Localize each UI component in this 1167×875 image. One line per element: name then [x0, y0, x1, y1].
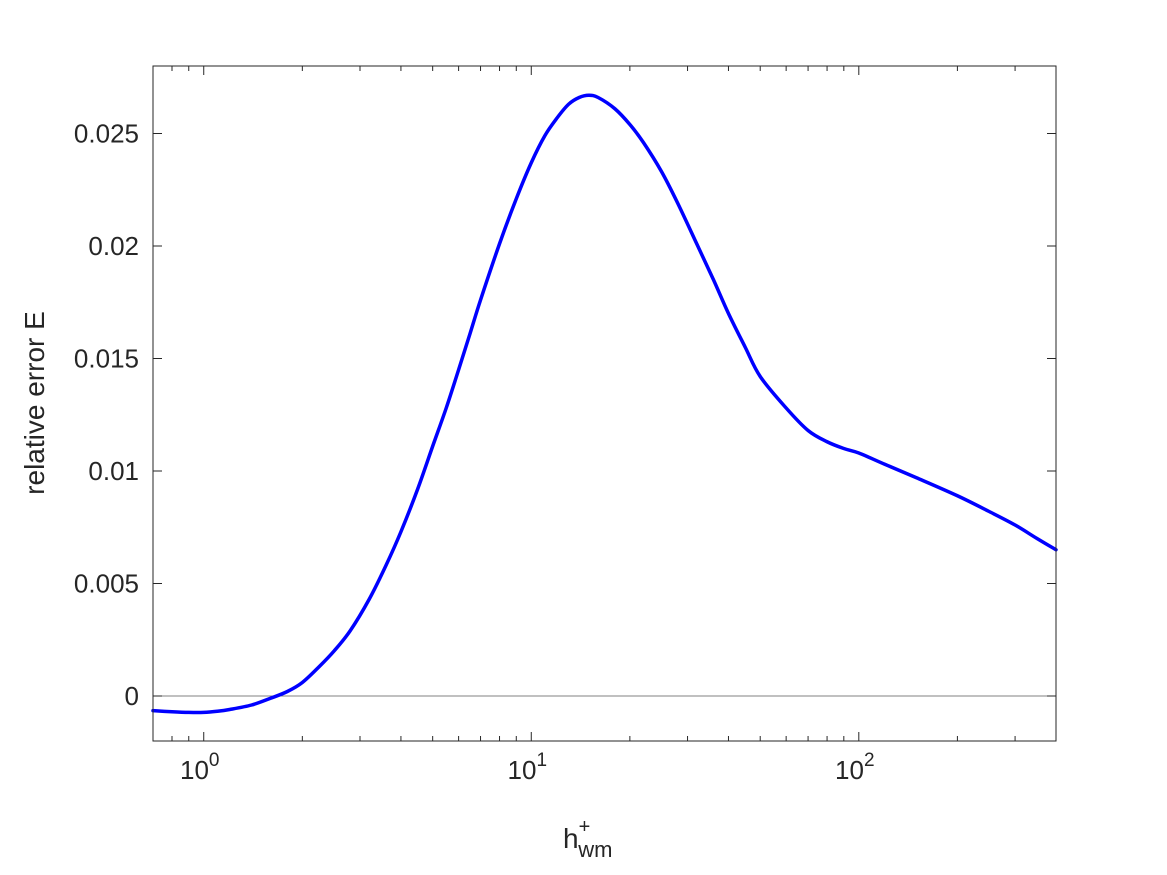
x-axis-label-base: h	[563, 823, 579, 854]
y-tick-label: 0.005	[74, 569, 139, 599]
y-tick-label: 0	[125, 681, 139, 711]
y-tick-label: 0.015	[74, 344, 139, 374]
x-tick-label: 101	[508, 750, 548, 785]
plot-area	[153, 66, 1056, 741]
x-tick-label: 102	[835, 750, 875, 785]
axis-ticks	[152, 66, 1057, 741]
x-axis-label-superscript: +	[579, 816, 591, 838]
y-tick-label: 0.01	[88, 456, 139, 486]
relative-error-curve	[151, 93, 1058, 715]
y-tick-labels: 0 0.005 0.01 0.015 0.02 0.025	[74, 119, 139, 712]
x-axis-label-subscript: wm	[577, 837, 612, 862]
x-tick-labels: 100 101 102	[180, 750, 875, 785]
x-axis-label: h+ wm	[563, 816, 612, 862]
y-tick-label: 0.02	[88, 231, 139, 261]
y-tick-label: 0.025	[74, 119, 139, 149]
x-tick-label: 100	[180, 750, 220, 785]
plot-frame	[152, 65, 1057, 742]
y-axis-label: relative error E	[19, 311, 50, 495]
